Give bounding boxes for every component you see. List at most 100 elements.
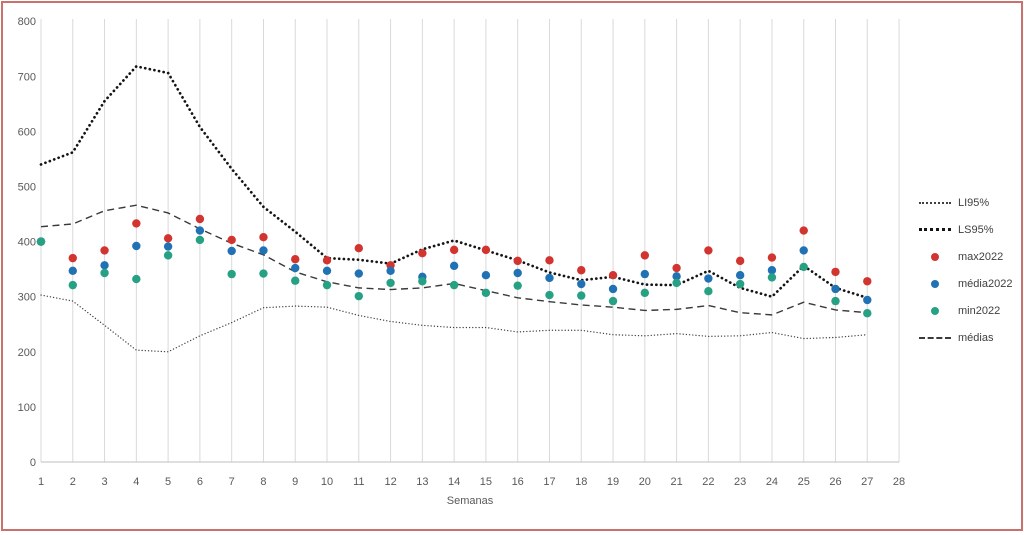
y-tick-label: 0 bbox=[30, 457, 36, 469]
dot-média2022 bbox=[608, 284, 618, 294]
chart-legend: LI95% LS95% max2022 média2022 min2022 mé… bbox=[919, 196, 1012, 344]
dot-min2022 bbox=[100, 268, 109, 278]
legend-item-medias: médias bbox=[919, 331, 1012, 344]
legend-item-max2022: max2022 bbox=[919, 250, 1012, 263]
x-tick-label: 8 bbox=[260, 476, 266, 488]
dot-média2022 bbox=[322, 266, 332, 276]
y-tick-label: 800 bbox=[18, 16, 36, 28]
dot-max2022 bbox=[863, 277, 872, 286]
dot-min2022 bbox=[291, 276, 300, 285]
x-tick-label: 1 bbox=[38, 476, 44, 488]
dot-max2022 bbox=[608, 271, 618, 280]
x-tick-label: 19 bbox=[607, 476, 619, 488]
dot-min2022 bbox=[36, 237, 46, 246]
medias-line-icon bbox=[919, 336, 951, 339]
dot-média2022 bbox=[481, 271, 491, 280]
x-tick-label: 2 bbox=[70, 476, 76, 488]
dot-min2022 bbox=[68, 280, 77, 290]
min2022-dot-icon bbox=[919, 306, 951, 315]
chart-svg: 1 2 3 4 5 6 7 8 9 10 11 12 13 14 15 16 17 18 19 20 21 22 23 24 2… bbox=[18, 16, 906, 507]
dot-min2022 bbox=[322, 280, 332, 290]
x-tick-label: 18 bbox=[575, 476, 587, 488]
dot-média2022 bbox=[545, 273, 554, 283]
dot-média2022 bbox=[577, 279, 586, 289]
dot-min2022 bbox=[386, 278, 395, 288]
dot-max2022 bbox=[163, 234, 173, 243]
dot-média2022 bbox=[640, 269, 650, 279]
legend-label-ls95: LS95% bbox=[958, 223, 994, 236]
dot-min2022 bbox=[354, 291, 363, 301]
li95-line-icon bbox=[919, 201, 951, 204]
dot-max2022 bbox=[100, 246, 109, 255]
x-axis-title: Semanas bbox=[447, 495, 494, 507]
dot-max2022 bbox=[735, 256, 745, 266]
dot-min2022 bbox=[259, 269, 268, 278]
x-tick-label: 28 bbox=[893, 476, 905, 488]
y-tick-label: 300 bbox=[18, 292, 36, 304]
dot-min2022 bbox=[640, 288, 650, 298]
dot-max2022 bbox=[418, 248, 427, 258]
legend-item-min2022: min2022 bbox=[919, 304, 1012, 317]
legend-item-li95: LI95% bbox=[919, 196, 1012, 209]
x-tick-label: 24 bbox=[766, 476, 778, 488]
dot-min2022 bbox=[577, 291, 586, 300]
dot-média2022 bbox=[354, 269, 363, 278]
dot-min2022 bbox=[481, 288, 491, 298]
x-tick-label: 21 bbox=[670, 476, 682, 488]
dot-max2022 bbox=[640, 251, 650, 260]
dot-max2022 bbox=[322, 256, 332, 265]
dot-max2022 bbox=[704, 246, 713, 255]
dot-média2022 bbox=[259, 246, 268, 255]
x-tick-label: 3 bbox=[101, 476, 107, 488]
x-tick-label: 12 bbox=[384, 476, 396, 488]
dot-min2022 bbox=[767, 273, 777, 282]
legend-label-media2022: média2022 bbox=[958, 277, 1013, 290]
x-tick-label: 13 bbox=[416, 476, 428, 488]
x-tick-label: 20 bbox=[639, 476, 651, 488]
x-tick-label: 9 bbox=[292, 476, 298, 488]
dot-média2022 bbox=[672, 272, 681, 281]
dot-média2022 bbox=[449, 261, 459, 271]
dot-média2022 bbox=[704, 274, 713, 283]
dot-max2022 bbox=[767, 253, 777, 262]
dot-max2022 bbox=[481, 245, 491, 255]
dot-média2022 bbox=[767, 266, 777, 275]
dot-média2022 bbox=[132, 241, 141, 251]
dot-média2022 bbox=[735, 271, 745, 280]
dot-média2022 bbox=[227, 246, 236, 256]
dot-min2022 bbox=[863, 309, 872, 318]
dot-min2022 bbox=[704, 286, 713, 296]
dot-média2022 bbox=[386, 266, 395, 276]
x-tick-label: 22 bbox=[702, 476, 714, 488]
legend-label-max2022: max2022 bbox=[958, 250, 1004, 263]
y-tick-label: 200 bbox=[18, 347, 36, 359]
dot-min2022 bbox=[163, 251, 173, 260]
dot-min2022 bbox=[513, 281, 522, 290]
x-tick-label: 5 bbox=[165, 476, 171, 488]
x-tick-label: 4 bbox=[133, 476, 139, 488]
legend-label-medias: médias bbox=[958, 331, 994, 344]
y-tick-label: 400 bbox=[18, 237, 36, 249]
dot-max2022 bbox=[672, 263, 681, 273]
x-tick-label: 23 bbox=[734, 476, 746, 488]
dot-média2022 bbox=[291, 263, 300, 273]
dot-média2022 bbox=[163, 242, 173, 251]
x-tick-label: 26 bbox=[829, 476, 841, 488]
dot-média2022 bbox=[195, 226, 205, 235]
ls95-line-icon bbox=[919, 228, 951, 231]
dot-min2022 bbox=[418, 277, 427, 286]
dot-média2022 bbox=[863, 295, 872, 305]
dot-max2022 bbox=[291, 255, 300, 264]
dot-min2022 bbox=[545, 290, 554, 300]
legend-label-min2022: min2022 bbox=[958, 304, 1001, 317]
dot-min2022 bbox=[227, 269, 236, 279]
dot-min2022 bbox=[799, 262, 808, 272]
x-tick-label: 14 bbox=[448, 476, 460, 488]
y-tick-label: 500 bbox=[18, 182, 36, 194]
dot-max2022 bbox=[577, 266, 586, 275]
dot-min2022 bbox=[132, 274, 141, 284]
dot-min2022 bbox=[831, 296, 840, 306]
series-line-médias bbox=[40, 204, 868, 316]
dot-min2022 bbox=[608, 296, 618, 306]
dot-max2022 bbox=[195, 214, 205, 224]
